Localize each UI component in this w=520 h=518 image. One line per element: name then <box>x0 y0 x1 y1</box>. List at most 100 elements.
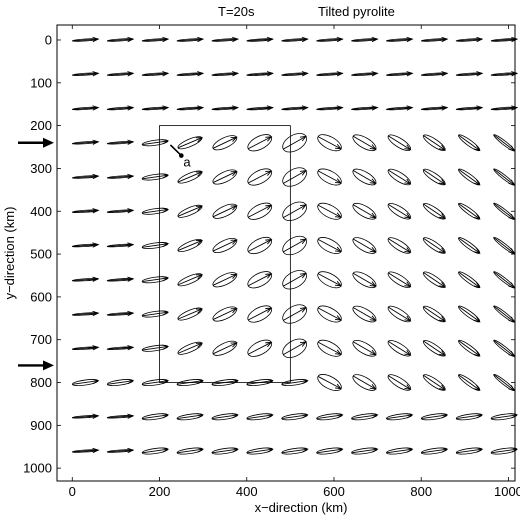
vector-shaft <box>423 340 446 356</box>
vector-arrowhead <box>231 105 240 111</box>
particle-motion-glyph <box>141 378 170 386</box>
particle-motion-glyph <box>106 310 135 317</box>
vector-arrowhead <box>127 276 135 282</box>
vector-arrowhead <box>334 212 343 218</box>
particle-motion-glyph <box>141 310 170 318</box>
vector-arrowhead <box>473 384 481 391</box>
vector-arrowhead <box>197 71 205 77</box>
particle-motion-glyph <box>455 447 484 455</box>
particle-motion-glyph <box>71 310 100 317</box>
vector-arrowhead <box>404 350 412 356</box>
incident-arrow-head <box>43 137 54 148</box>
particle-motion-glyph <box>246 413 274 421</box>
particle-motion-glyph <box>490 105 519 111</box>
particle-motion-glyph <box>281 413 309 421</box>
vector-shaft <box>212 342 237 355</box>
y-tick-label: 0 <box>45 32 52 47</box>
vector-arrowhead <box>161 413 170 419</box>
particle-motion-glyph <box>316 105 344 111</box>
vector-arrowhead <box>299 307 308 313</box>
vector-shaft <box>142 414 168 420</box>
vector-shaft <box>211 107 238 110</box>
particle-motion-glyph <box>247 271 273 289</box>
vector-arrowhead <box>404 315 412 322</box>
anomaly-box <box>159 125 291 383</box>
vector-shaft <box>247 273 272 287</box>
particle-motion-glyph <box>386 413 414 421</box>
particle-motion-glyph <box>387 237 412 254</box>
vector-shaft <box>458 374 480 391</box>
particle-motion-glyph <box>352 202 377 220</box>
vector-shaft <box>316 107 343 110</box>
particle-motion-glyph <box>455 71 484 77</box>
vector-arrowhead <box>162 36 170 43</box>
vector-shaft <box>72 107 99 110</box>
particle-motion-glyph <box>420 36 449 43</box>
vector-arrowhead <box>265 170 273 176</box>
particle-motion-glyph <box>212 340 238 356</box>
vector-arrowhead <box>92 413 100 419</box>
vector-arrowhead <box>336 413 344 419</box>
vector-shaft <box>142 311 168 317</box>
vector-arrowhead <box>265 341 273 348</box>
vector-arrowhead <box>334 315 343 321</box>
particle-motion-glyph <box>106 36 135 43</box>
incident-wave-arrows <box>18 137 54 371</box>
particle-motion-glyph <box>212 203 238 219</box>
particle-motion-glyph <box>352 305 377 323</box>
vector-shaft <box>388 340 411 356</box>
particle-motion-glyph <box>106 276 135 282</box>
vector-arrowhead <box>511 36 519 43</box>
vector-shaft <box>212 273 237 286</box>
particle-motion-glyph <box>422 168 447 186</box>
vector-arrowhead <box>404 144 412 151</box>
vector-arrowhead <box>127 310 135 317</box>
vector-arrowhead <box>404 247 412 254</box>
particle-motion-glyph <box>493 305 516 323</box>
particle-motion-glyph <box>71 413 100 419</box>
vector-shaft <box>177 274 203 286</box>
vector-shaft <box>107 209 134 213</box>
vector-arrowhead <box>334 246 343 253</box>
vector-shaft <box>458 168 480 186</box>
vector-shaft <box>177 205 203 217</box>
vector-shaft <box>177 137 203 149</box>
particle-motion-glyph <box>177 307 204 321</box>
vector-shaft <box>458 237 480 254</box>
particle-motion-glyph <box>246 447 274 455</box>
vector-arrowhead <box>369 281 377 287</box>
vector-shaft <box>142 107 169 110</box>
particle-motion-glyph <box>458 374 481 391</box>
particle-motion-glyph <box>177 136 204 150</box>
vector-shaft <box>283 307 307 321</box>
vector-arrowhead <box>266 36 274 43</box>
particle-motion-glyph <box>71 71 100 77</box>
vector-shaft <box>107 449 134 453</box>
vector-arrowhead <box>473 145 481 152</box>
vector-arrowhead <box>473 179 481 186</box>
vector-shaft <box>107 141 134 145</box>
vector-shaft <box>211 448 238 454</box>
vector-shaft <box>456 72 483 76</box>
vector-shaft <box>247 136 272 150</box>
vector-shaft <box>423 272 446 288</box>
vector-shaft <box>72 278 99 282</box>
vector-arrowhead <box>336 71 344 77</box>
particle-motion-glyph <box>281 71 309 77</box>
vector-arrowhead <box>127 242 135 248</box>
vector-shaft <box>72 380 99 385</box>
vector-arrowhead <box>473 213 481 220</box>
vector-arrowhead <box>334 280 343 287</box>
particle-motion-glyph <box>177 238 204 253</box>
vector-shaft <box>423 135 446 151</box>
particle-motion-glyph <box>493 373 516 392</box>
y-tick-label: 1000 <box>23 461 52 476</box>
vector-shaft <box>423 306 446 322</box>
vector-shaft <box>456 414 483 420</box>
vector-arrowhead <box>473 247 481 254</box>
vector-arrowhead <box>92 139 100 145</box>
vector-arrowhead <box>231 71 240 77</box>
vector-arrowhead <box>301 105 309 111</box>
vector-shaft <box>493 271 515 289</box>
vector-shaft <box>491 38 518 42</box>
